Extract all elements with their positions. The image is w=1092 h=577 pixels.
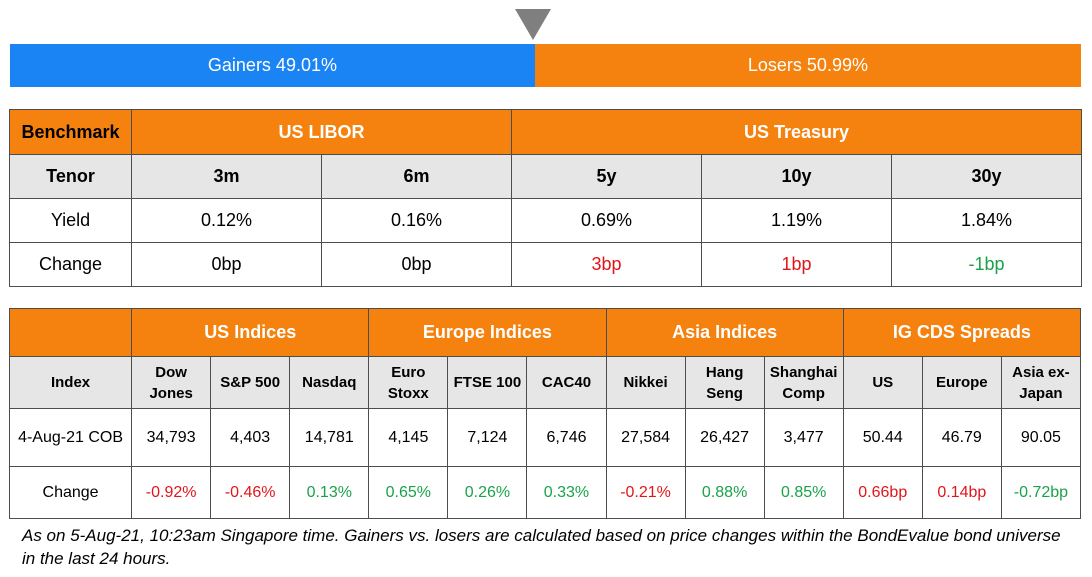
us-treasury-header: US Treasury: [511, 109, 1083, 155]
cds-name-europe: Europe: [921, 356, 1002, 409]
cob-label: 4-Aug-21 COB: [8, 408, 133, 467]
index-name-dow-jones: Dow Jones: [131, 356, 212, 409]
rate-change-cell: 3bp: [511, 242, 703, 287]
asia-indices-header: Asia Indices: [605, 308, 844, 357]
us-indices-header: US Indices: [131, 308, 370, 357]
europe-indices-header: Europe Indices: [368, 308, 607, 357]
index-change-cell: 0.26%: [447, 466, 528, 519]
cds-name-us: US: [842, 356, 923, 409]
yield-label: Yield: [9, 198, 132, 243]
index-name-hang-seng: Hang Seng: [684, 356, 765, 409]
tenor-cell: 6m: [320, 154, 513, 199]
yield-cell: 0.16%: [320, 198, 513, 243]
index-value-cell: 90.05: [1000, 408, 1082, 467]
yield-cell: 0.12%: [131, 198, 322, 243]
index-name-shanghai-comp: Shanghai Comp: [763, 356, 844, 409]
index-value-cell: 4,403: [210, 408, 291, 467]
index-name-nikkei: Nikkei: [605, 356, 686, 409]
index-change-cell: -0.72bp: [1000, 466, 1082, 519]
us-libor-header: US LIBOR: [130, 109, 513, 155]
change-label: Change: [9, 242, 132, 287]
index-name-ftse-100: FTSE 100: [447, 356, 528, 409]
index-change-cell: -0.21%: [605, 466, 686, 519]
gainers-label: Gainers 49.01%: [207, 55, 337, 75]
index-value-cell: 50.44: [842, 408, 923, 467]
rates-table: Benchmark US LIBOR US Treasury Tenor 3m …: [9, 109, 1083, 287]
index-change-cell: 0.88%: [684, 466, 765, 519]
index-value-cell: 14,781: [289, 408, 370, 467]
index-change-cell: 0.13%: [289, 466, 370, 519]
index-change-cell: 0.65%: [368, 466, 449, 519]
footnote: As on 5-Aug-21, 10:23am Singapore time. …: [22, 526, 1061, 568]
index-name-cac40: CAC40: [526, 356, 607, 409]
indices-table: US Indices Europe Indices Asia Indices I…: [8, 308, 1082, 519]
gainers-losers-marker-icon: [515, 9, 551, 40]
losers-segment: Losers 50.99%: [534, 44, 1081, 87]
tenor-cell: 3m: [131, 154, 322, 199]
tenor-cell: 10y: [701, 154, 893, 199]
index-change-cell: -0.46%: [210, 466, 291, 519]
rate-change-cell: 1bp: [701, 242, 893, 287]
index-value-cell: 46.79: [921, 408, 1002, 467]
index-name-nasdaq: Nasdaq: [289, 356, 370, 409]
index-change-label: Change: [8, 466, 133, 519]
ig-cds-spreads-header: IG CDS Spreads: [842, 308, 1082, 357]
yield-cell: 0.69%: [511, 198, 703, 243]
index-value-cell: 26,427: [684, 408, 765, 467]
index-value-cell: 7,124: [447, 408, 528, 467]
index-change-cell: 0.33%: [526, 466, 607, 519]
rate-change-cell: 0bp: [320, 242, 513, 287]
index-value-cell: 4,145: [368, 408, 449, 467]
index-change-cell: 0.66bp: [842, 466, 923, 519]
index-value-cell: 6,746: [526, 408, 607, 467]
tenor-label: Tenor: [9, 154, 132, 199]
blank-header-cell: [8, 308, 133, 357]
index-value-cell: 3,477: [763, 408, 844, 467]
rate-change-cell: -1bp: [891, 242, 1083, 287]
yield-cell: 1.84%: [891, 198, 1083, 243]
tenor-cell: 5y: [511, 154, 703, 199]
gainers-segment: Gainers 49.01%: [10, 44, 535, 87]
index-value-cell: 27,584: [605, 408, 686, 467]
rate-change-cell: 0bp: [131, 242, 322, 287]
index-name-sp500: S&P 500: [210, 356, 291, 409]
index-change-cell: -0.92%: [131, 466, 212, 519]
benchmark-header: Benchmark: [9, 109, 132, 155]
index-label: Index: [8, 356, 133, 409]
index-change-cell: 0.14bp: [921, 466, 1002, 519]
cds-name-asia-ex-japan: Asia ex- Japan: [1000, 356, 1082, 409]
gainers-losers-bar: Gainers 49.01% Losers 50.99%: [10, 44, 1081, 87]
index-name-euro-stoxx: Euro Stoxx: [368, 356, 449, 409]
losers-label: Losers 50.99%: [747, 55, 868, 75]
index-value-cell: 34,793: [131, 408, 212, 467]
tenor-cell: 30y: [891, 154, 1083, 199]
yield-cell: 1.19%: [701, 198, 893, 243]
index-change-cell: 0.85%: [763, 466, 844, 519]
